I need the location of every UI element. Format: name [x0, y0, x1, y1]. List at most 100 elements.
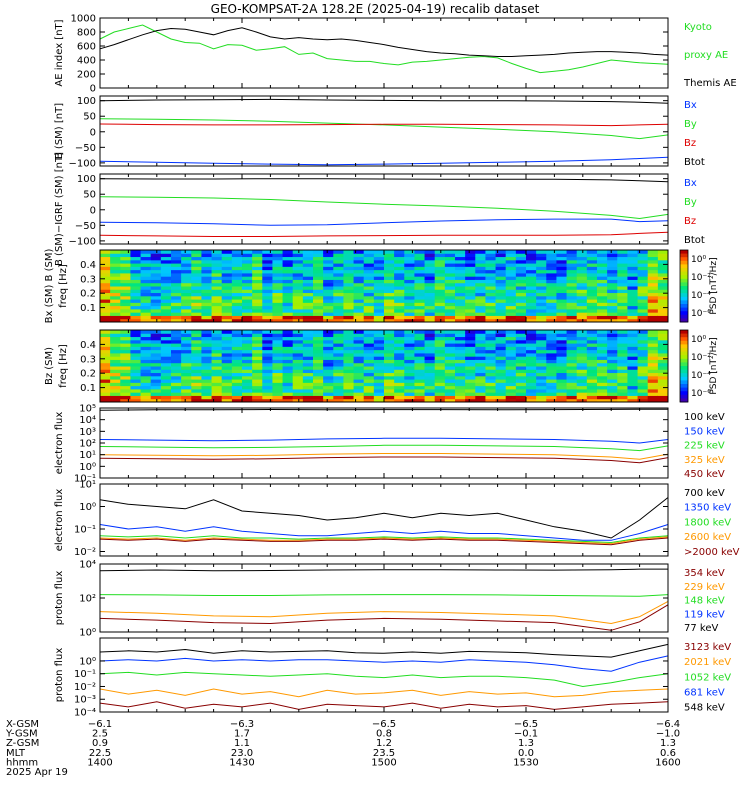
spectrogram-cell — [434, 330, 446, 334]
spectrogram-cell — [444, 379, 456, 383]
spectrogram-cell — [536, 318, 547, 323]
spectrogram-cell — [607, 299, 618, 303]
spectrogram-cell — [302, 339, 314, 344]
y-tick-label: 10¹ — [79, 480, 96, 491]
spectrogram-cell — [607, 375, 618, 380]
spectrogram-cell — [647, 336, 659, 341]
spectrogram-cell — [556, 256, 568, 261]
spectrogram-cell — [414, 256, 426, 261]
spectrogram-cell — [282, 333, 294, 338]
spectrogram-cell — [120, 253, 131, 258]
spectrogram-cell — [120, 372, 131, 377]
spectrogram-cell — [353, 333, 365, 338]
spectrogram-cell — [313, 308, 324, 313]
spectrogram-cell — [181, 308, 192, 313]
spectrogram-cell — [475, 302, 486, 307]
spectrogram-cell — [211, 330, 223, 334]
spectrogram-cell — [586, 279, 598, 284]
spectrogram-cell — [424, 385, 436, 390]
spectrogram-cell — [292, 269, 304, 274]
spectrogram-cell — [201, 362, 213, 367]
spectrogram-cell — [201, 282, 213, 287]
spectrogram-cell — [556, 349, 568, 354]
spectrogram-cell — [302, 253, 314, 258]
spectrogram-cell — [607, 388, 618, 393]
spectrogram-cell — [221, 305, 233, 310]
spectrogram-cell — [515, 385, 527, 390]
spectrogram-cell — [536, 315, 547, 320]
spectrogram-cell — [353, 266, 365, 271]
spectrogram-cell — [100, 289, 111, 294]
spectrogram-cell — [373, 382, 385, 387]
spectrogram-cell — [211, 349, 223, 354]
spectrogram-cell — [373, 339, 385, 344]
spectrogram-cell — [465, 366, 476, 370]
spectrogram-cell — [120, 302, 131, 307]
spectrogram-cell — [302, 385, 314, 390]
spectrogram-cell — [404, 259, 415, 264]
spectrogram-cell — [140, 359, 152, 364]
spectrogram-cell — [566, 305, 578, 310]
spectrogram-cell — [262, 352, 273, 357]
spectrogram-cell — [363, 272, 375, 277]
spectrogram-cell — [657, 395, 669, 400]
spectrogram-cell — [110, 305, 121, 310]
spectrogram-cell — [100, 395, 111, 400]
spectrogram-cell — [302, 333, 314, 338]
spectrogram-cell — [130, 286, 142, 290]
spectrogram-cell — [404, 289, 415, 294]
spectrogram-cell — [495, 369, 507, 374]
spectrogram-cell — [211, 266, 223, 271]
spectrogram-cell — [536, 263, 547, 267]
spectrogram-cell — [495, 256, 507, 261]
spectrogram-cell — [140, 392, 152, 396]
spectrogram-cell — [100, 292, 111, 297]
spectrogram-cell — [576, 395, 588, 400]
spectrogram-cell — [505, 349, 517, 354]
y-tick-label: 10³ — [79, 427, 96, 438]
spectrogram-cell — [333, 263, 344, 267]
spectrogram-cell — [444, 392, 456, 396]
spectrogram-cell — [424, 343, 436, 347]
spectrogram-cell — [414, 279, 426, 284]
spectrogram-cell — [272, 286, 284, 290]
spectrogram-cell — [515, 302, 527, 307]
spectrogram-cell — [526, 339, 537, 344]
spectrogram-cell — [120, 336, 131, 341]
spectrogram-cell — [586, 369, 598, 374]
spectrogram-cell — [282, 302, 294, 307]
spectrogram-cell — [363, 343, 375, 347]
y-tick-label: 10² — [79, 594, 96, 605]
spectrogram-cell — [221, 315, 233, 320]
spectrogram-cell — [292, 385, 304, 390]
spectrogram-cell — [627, 379, 639, 383]
spectrogram-cell — [150, 382, 162, 387]
spectrogram-cell — [607, 302, 618, 307]
spectrogram-cell — [181, 339, 192, 344]
spectrogram-cell — [627, 343, 639, 347]
spectrogram-cell — [617, 253, 628, 258]
spectrogram-cell — [505, 398, 517, 403]
spectrogram-cell — [515, 263, 527, 267]
spectrogram-cell — [140, 305, 152, 310]
spectrogram-cell — [617, 315, 628, 320]
spectrogram-cell — [394, 266, 405, 271]
spectrogram-cell — [597, 339, 608, 344]
colorbar-segment — [680, 300, 688, 305]
spectrogram-cell — [272, 369, 284, 374]
spectrogram-cell — [100, 305, 111, 310]
spectrogram-cell — [485, 250, 497, 254]
spectrogram-cell — [130, 343, 142, 347]
spectrogram-cell — [455, 299, 466, 303]
spectrogram-cell — [140, 372, 152, 377]
y-tick-label: 10⁴ — [79, 415, 96, 426]
spectrogram-cell — [597, 250, 608, 254]
spectrogram-cell — [434, 299, 446, 303]
spectrogram-cell — [505, 259, 517, 264]
spectrogram-cell — [586, 336, 598, 341]
spectrogram-cell — [394, 279, 405, 284]
spectrogram-cell — [110, 339, 121, 344]
spectrogram-cell — [485, 308, 497, 313]
spectrogram-cell — [607, 330, 618, 334]
spectrogram-cell — [363, 339, 375, 344]
